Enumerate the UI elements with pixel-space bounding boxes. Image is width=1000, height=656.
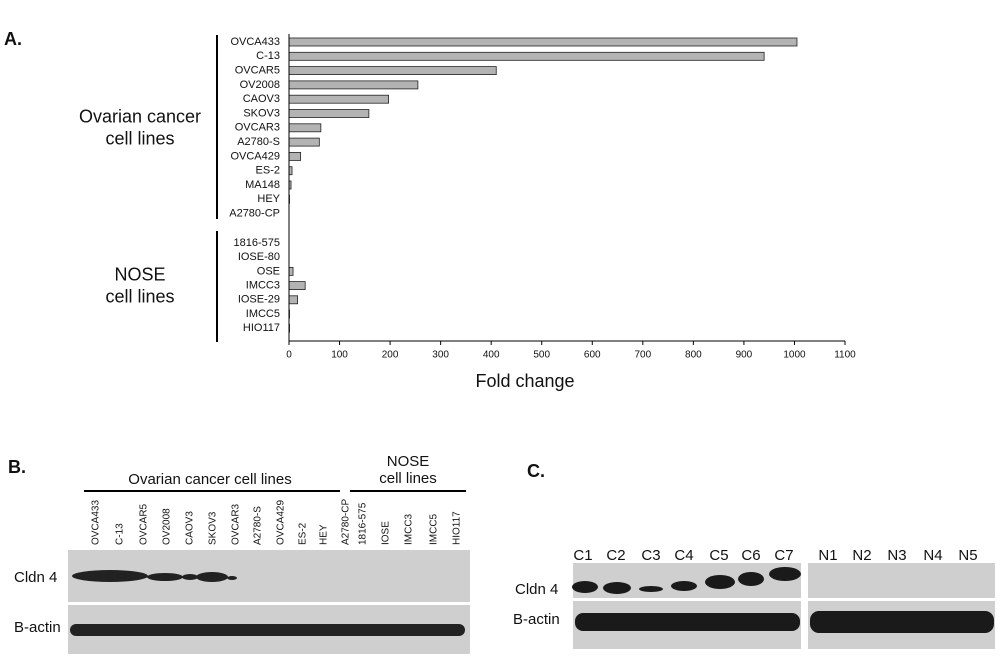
lane-label: N4: [923, 547, 942, 564]
bar: [288, 266, 294, 276]
blot: [573, 563, 801, 598]
y-tick-label: SKOV3: [243, 107, 280, 119]
bands: [572, 567, 994, 633]
blot: [808, 563, 995, 598]
y-tick-label: HIO117: [243, 322, 280, 334]
y-tick-label: C-13: [256, 50, 280, 62]
y-tick-label: CAOV3: [243, 93, 280, 105]
bar: [288, 37, 798, 47]
y-tick-label: IMCC3: [246, 280, 280, 292]
lane-label: N1: [818, 547, 837, 564]
y-tick-label: HEY: [257, 193, 280, 205]
lane-label: C6: [741, 547, 760, 564]
lane-label: ES-2: [298, 522, 309, 545]
lane-label: 1816-575: [358, 502, 369, 545]
row-label: B-actin: [14, 619, 61, 636]
lane-label: CAOV3: [185, 511, 196, 545]
lane-label: OVCA433: [91, 500, 102, 545]
y-tick-label: OVCA433: [230, 36, 280, 48]
bands: [70, 570, 465, 636]
group-label: cell lines: [105, 286, 174, 306]
bar: [288, 80, 419, 90]
bar: [288, 109, 370, 118]
lane-label: OVCA429: [276, 500, 287, 545]
y-tick-label: OVCAR3: [235, 122, 280, 134]
group-label: cell lines: [379, 470, 437, 487]
lane-label: C3: [641, 547, 660, 564]
x-tick-label: 900: [736, 350, 753, 361]
lane-label: C4: [674, 547, 693, 564]
bar: [288, 94, 389, 104]
row-label: Cldn 4: [515, 581, 558, 598]
y-tick-label: OVCA429: [230, 150, 280, 162]
group-label: Ovarian cancer cell lines: [128, 471, 291, 488]
panel-label: C.: [527, 461, 545, 481]
row-label: Cldn 4: [14, 569, 57, 586]
group-label: NOSE: [387, 453, 430, 470]
lane-label: C5: [709, 547, 728, 564]
x-tick-label: 800: [685, 350, 702, 361]
y-tick-label: IOSE-80: [238, 251, 280, 263]
y-tick-label: ES-2: [256, 165, 280, 177]
y-tick-label: 1816-575: [234, 237, 281, 249]
x-tick-label: 300: [432, 350, 449, 361]
lane-label: HEY: [319, 524, 330, 545]
x-tick-label: 1100: [834, 350, 856, 361]
bar: [288, 151, 302, 161]
y-tick-label: IOSE-29: [238, 294, 280, 306]
bar: [288, 281, 306, 291]
group-label: NOSE: [114, 264, 165, 284]
lane-label: C7: [774, 547, 793, 564]
x-tick-label: 100: [331, 350, 348, 361]
lane-label: OVCAR3: [231, 503, 242, 545]
lane-label: OV2008: [162, 508, 173, 545]
bar: [288, 51, 765, 61]
lane-label: IMCC5: [429, 513, 440, 545]
group-label: cell lines: [105, 129, 174, 149]
lane-label: SKOV3: [208, 511, 219, 545]
x-tick-label: 500: [533, 350, 550, 361]
x-tick-label: 0: [286, 350, 292, 361]
x-tick-label: 400: [483, 350, 500, 361]
y-tick-label: OV2008: [240, 79, 280, 91]
lane-label: OVCAR5: [139, 503, 150, 545]
x-tick-label: 200: [382, 350, 399, 361]
bar: [288, 295, 298, 305]
group-label: Ovarian cancer: [79, 107, 201, 127]
y-tick-label: OSE: [257, 265, 280, 277]
bar: [288, 66, 497, 75]
bar: [288, 123, 322, 133]
lane-label: C2: [606, 547, 625, 564]
bar: [288, 137, 320, 147]
panel-label: B.: [8, 457, 26, 477]
row-label: B-actin: [513, 611, 560, 628]
lane-label: A2780-CP: [341, 499, 352, 545]
lane-label: N3: [887, 547, 906, 564]
panel-label: A.: [4, 29, 22, 49]
lane-label: C1: [573, 547, 592, 564]
lane-label: C-13: [115, 523, 126, 545]
y-tick-label: OVCAR5: [235, 65, 280, 77]
y-tick-label: MA148: [245, 179, 280, 191]
lane-label: N5: [958, 547, 977, 564]
lane-label: HIO117: [452, 511, 463, 545]
lane-label: A2780-S: [253, 506, 264, 545]
x-tick-label: 600: [584, 350, 601, 361]
lane-label: N2: [852, 547, 871, 564]
x-axis-title: Fold change: [475, 371, 574, 391]
y-tick-label: IMCC5: [246, 308, 280, 320]
lane-label: IOSE: [381, 521, 392, 545]
y-tick-label: A2780-CP: [229, 208, 280, 220]
y-tick-label: A2780-S: [237, 136, 280, 148]
x-tick-label: 700: [634, 350, 651, 361]
lane-label: IMCC3: [404, 513, 415, 545]
x-tick-label: 1000: [783, 350, 806, 361]
